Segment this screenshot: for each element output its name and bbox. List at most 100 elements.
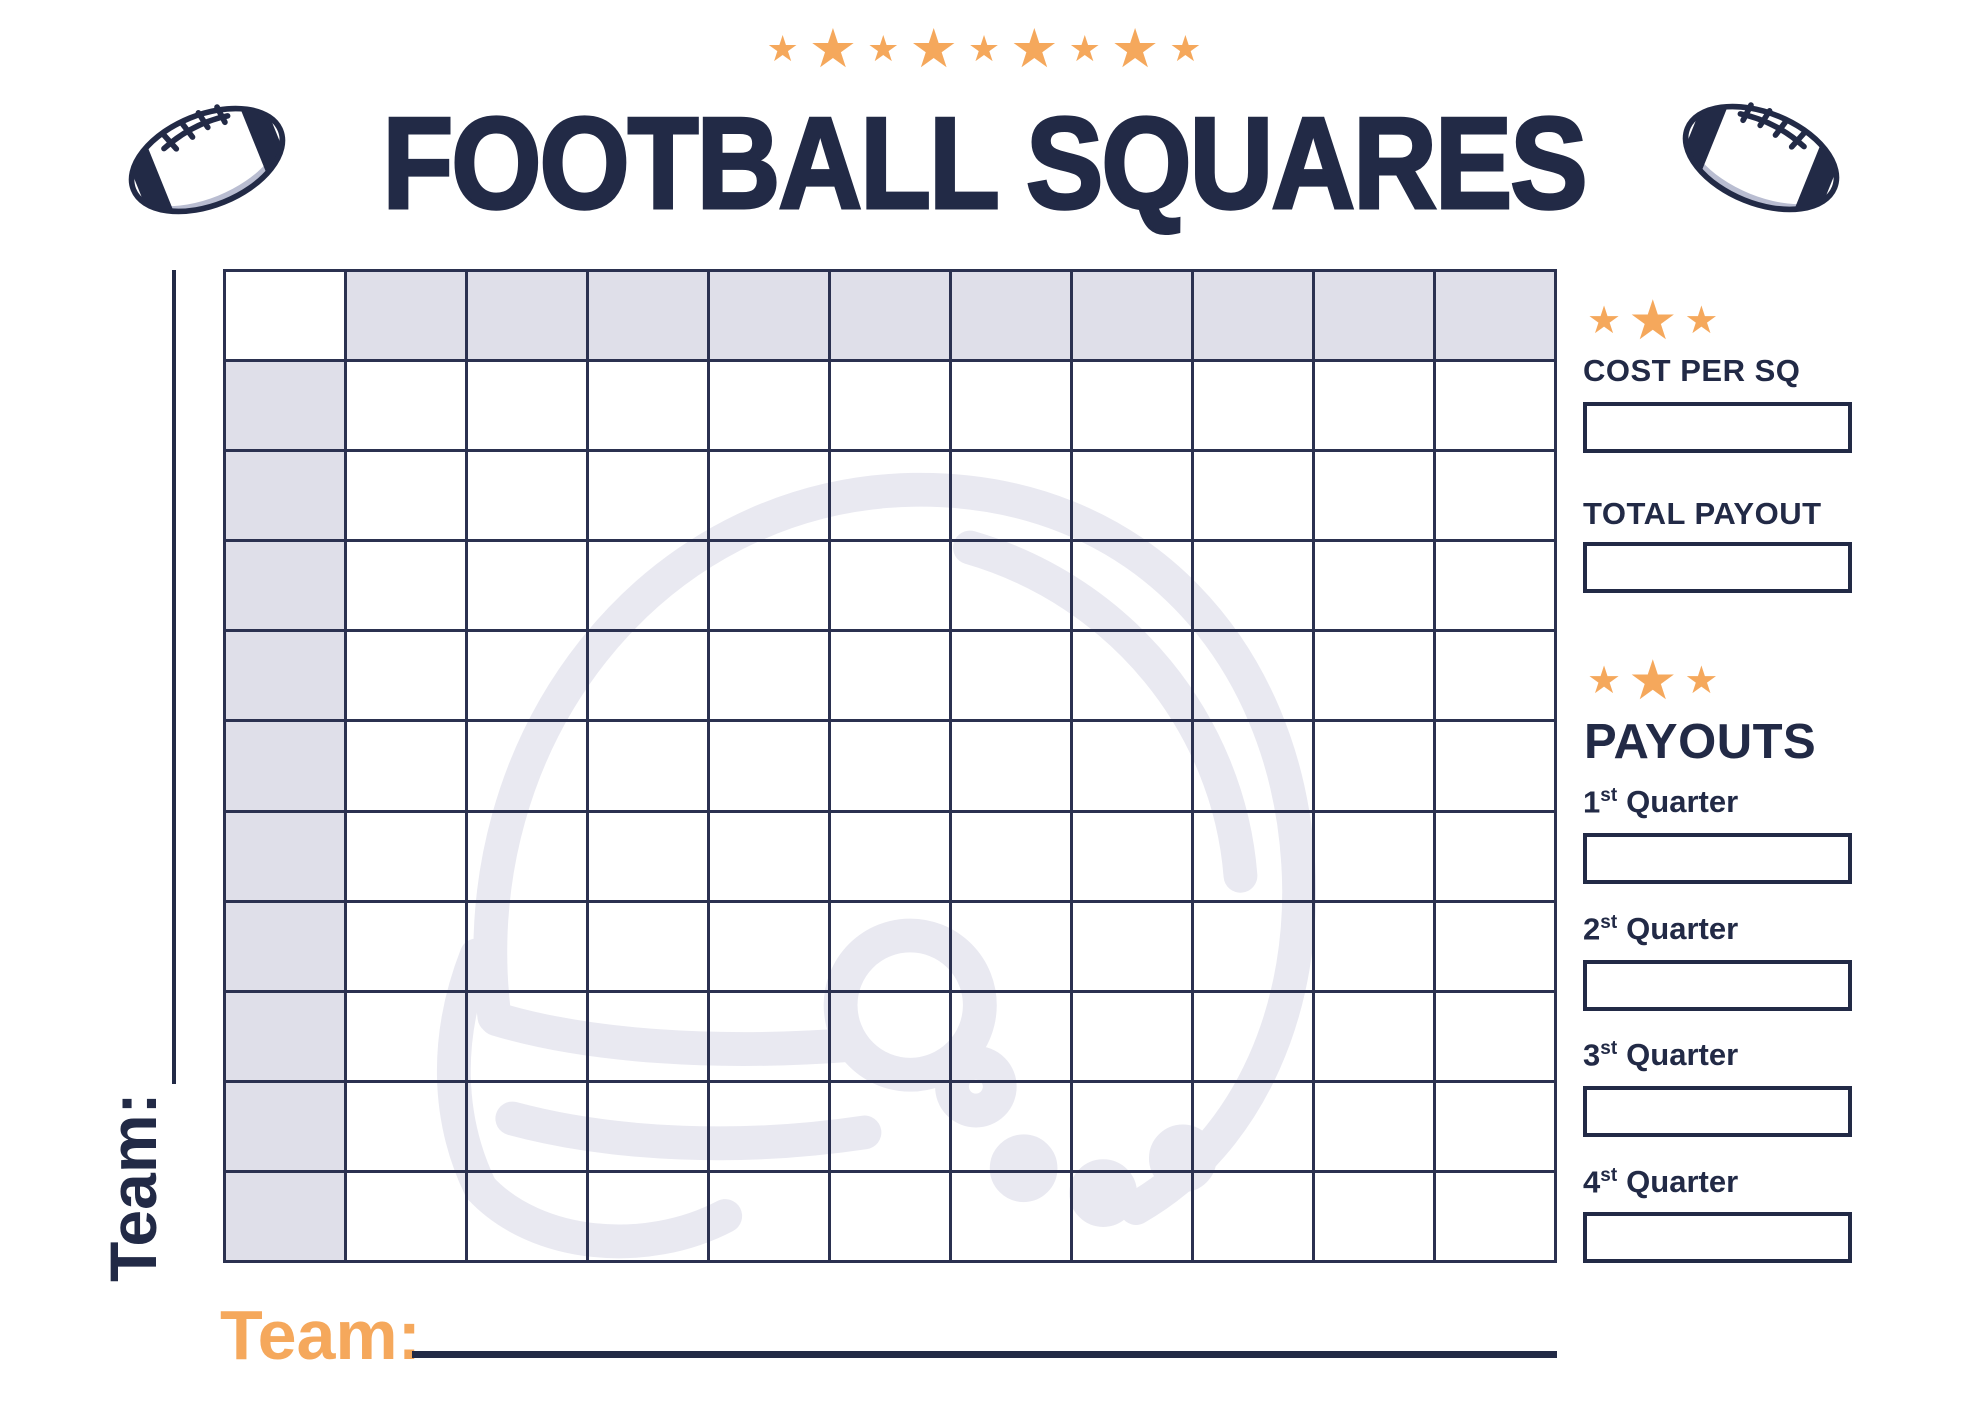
grid-header-cell-col[interactable] [1315,272,1436,363]
grid-cell[interactable] [710,812,831,903]
grid-cell[interactable] [1194,1082,1315,1173]
grid-cell[interactable] [952,452,1073,543]
grid-cell[interactable] [1315,1082,1436,1173]
grid-header-cell-row[interactable] [226,1082,347,1173]
grid-cell[interactable] [1436,902,1557,993]
grid-cell[interactable] [589,632,710,723]
grid-cell[interactable] [1194,362,1315,453]
grid-header-cell-col[interactable] [1194,272,1315,363]
grid-cell[interactable] [952,902,1073,993]
grid-cell[interactable] [1073,1172,1194,1263]
grid-cell[interactable] [1315,902,1436,993]
grid-cell[interactable] [1073,902,1194,993]
grid-cell[interactable] [589,812,710,903]
grid-cell[interactable] [1073,632,1194,723]
grid-cell[interactable] [1194,632,1315,723]
grid-cell[interactable] [1315,992,1436,1083]
grid-cell[interactable] [1073,362,1194,453]
grid-cell[interactable] [1194,902,1315,993]
grid-cell[interactable] [1315,452,1436,543]
grid-cell[interactable] [468,1082,589,1173]
grid-cell[interactable] [831,1082,952,1173]
grid-cell[interactable] [1436,452,1557,543]
grid-cell[interactable] [347,632,468,723]
grid-cell[interactable] [468,722,589,813]
grid-cell[interactable] [710,902,831,993]
grid-cell[interactable] [831,632,952,723]
grid-cell[interactable] [468,542,589,633]
grid-cell[interactable] [589,1082,710,1173]
grid-cell[interactable] [1315,722,1436,813]
grid-cell[interactable] [952,542,1073,633]
grid-cell[interactable] [710,542,831,633]
grid-cell[interactable] [1073,1082,1194,1173]
grid-cell[interactable] [952,1172,1073,1263]
grid-header-cell-col[interactable] [831,272,952,363]
grid-cell[interactable] [1436,722,1557,813]
grid-cell[interactable] [1436,542,1557,633]
grid-cell[interactable] [831,992,952,1083]
grid-cell[interactable] [831,542,952,633]
grid-header-cell-row[interactable] [226,632,347,723]
grid-header-cell-col[interactable] [710,272,831,363]
quarter-2-payout-input[interactable] [1583,960,1852,1011]
grid-cell[interactable] [1436,812,1557,903]
grid-cell[interactable] [710,362,831,453]
grid-cell[interactable] [347,812,468,903]
grid-cell[interactable] [468,812,589,903]
grid-header-cell-row[interactable] [226,992,347,1083]
grid-cell[interactable] [1073,722,1194,813]
grid-cell[interactable] [831,1172,952,1263]
grid-cell[interactable] [1436,992,1557,1083]
grid-header-cell-col[interactable] [1436,272,1557,363]
grid-header-cell-row[interactable] [226,812,347,903]
quarter-4-payout-input[interactable] [1583,1212,1852,1263]
grid-cell[interactable] [831,722,952,813]
grid-cell[interactable] [468,1172,589,1263]
grid-cell[interactable] [589,722,710,813]
grid-cell[interactable] [589,362,710,453]
grid-cell[interactable] [468,992,589,1083]
grid-cell[interactable] [1073,542,1194,633]
grid-cell[interactable] [710,1082,831,1173]
grid-cell[interactable] [831,362,952,453]
grid-cell[interactable] [1073,452,1194,543]
grid-header-cell-row[interactable] [226,722,347,813]
grid-cell[interactable] [347,722,468,813]
grid-cell[interactable] [1194,542,1315,633]
grid-cell[interactable] [347,902,468,993]
grid-cell[interactable] [710,452,831,543]
grid-cell[interactable] [831,452,952,543]
grid-cell[interactable] [831,902,952,993]
grid-cell[interactable] [589,452,710,543]
grid-cell[interactable] [952,812,1073,903]
grid-cell[interactable] [1315,632,1436,723]
grid-cell[interactable] [710,992,831,1083]
grid-cell[interactable] [468,902,589,993]
grid-cell[interactable] [347,452,468,543]
grid-cell[interactable] [710,632,831,723]
grid-cell[interactable] [1194,1172,1315,1263]
grid-cell[interactable] [347,362,468,453]
grid-header-cell-row[interactable] [226,542,347,633]
grid-header-cell-col[interactable] [952,272,1073,363]
grid-cell[interactable] [468,452,589,543]
grid-header-cell-row[interactable] [226,902,347,993]
grid-cell[interactable] [1194,452,1315,543]
grid-cell[interactable] [1194,992,1315,1083]
grid-cell[interactable] [1073,992,1194,1083]
grid-cell[interactable] [952,992,1073,1083]
quarter-1-payout-input[interactable] [1583,833,1852,884]
grid-cell[interactable] [710,722,831,813]
grid-cell[interactable] [589,1172,710,1263]
grid-cell[interactable] [1315,542,1436,633]
grid-cell[interactable] [1073,812,1194,903]
grid-header-cell-col[interactable] [347,272,468,363]
grid-cell[interactable] [468,632,589,723]
grid-cell[interactable] [952,722,1073,813]
total-payout-input[interactable] [1583,542,1852,593]
grid-cell[interactable] [1315,362,1436,453]
grid-header-cell-col[interactable] [468,272,589,363]
grid-cell[interactable] [1436,1082,1557,1173]
grid-cell[interactable] [347,992,468,1083]
